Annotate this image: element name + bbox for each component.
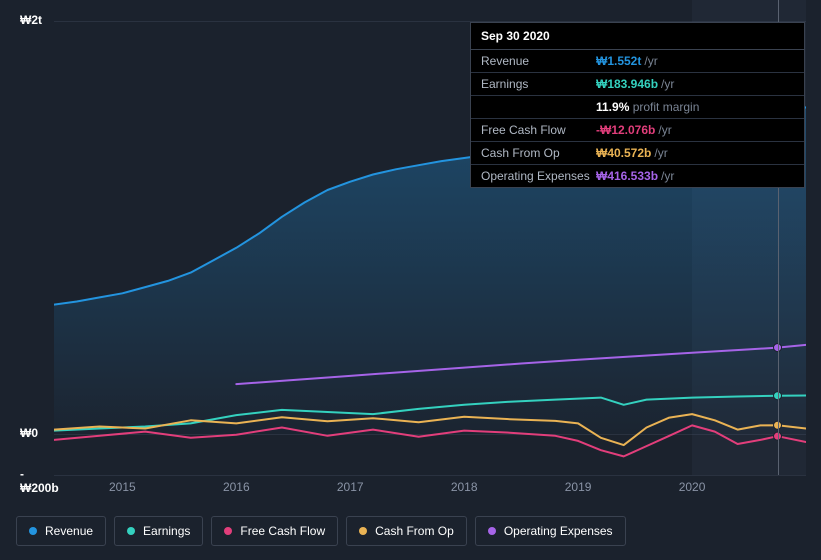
x-axis-label: 2019 <box>565 480 592 494</box>
tooltip-row-unit: /yr <box>654 146 667 160</box>
tooltip-row-value: ₩183.946b <box>596 77 658 91</box>
legend-item-label: Operating Expenses <box>504 524 613 538</box>
legend-item-label: Earnings <box>143 524 190 538</box>
legend: Revenue Earnings Free Cash Flow Cash From O… <box>16 516 626 546</box>
y-axis-label: ₩2t <box>16 13 52 27</box>
tooltip: Sep 30 2020 Revenue₩1.552t/yrEarnings₩18… <box>470 22 805 188</box>
tooltip-row-unit: /yr <box>644 54 657 68</box>
legend-item-label: Cash From Op <box>375 524 454 538</box>
legend-item-operating_expenses[interactable]: Operating Expenses <box>475 516 626 546</box>
tooltip-row-value: ₩416.533b <box>596 169 658 183</box>
tooltip-row-label: Cash From Op <box>481 146 596 160</box>
tooltip-row: Operating Expenses₩416.533b/yr <box>471 165 804 187</box>
legend-dot-icon <box>359 527 367 535</box>
gridline <box>54 475 806 476</box>
legend-item-earnings[interactable]: Earnings <box>114 516 203 546</box>
legend-dot-icon <box>224 527 232 535</box>
legend-item-revenue[interactable]: Revenue <box>16 516 106 546</box>
legend-dot-icon <box>488 527 496 535</box>
tooltip-profit-margin: 11.9% profit margin <box>596 100 699 114</box>
x-axis-label: 2017 <box>337 480 364 494</box>
legend-item-label: Revenue <box>45 524 93 538</box>
legend-item-cash_from_op[interactable]: Cash From Op <box>346 516 467 546</box>
x-axis-label: 2020 <box>679 480 706 494</box>
y-axis-label: -₩200b <box>16 467 52 495</box>
tooltip-row-label: Free Cash Flow <box>481 123 596 137</box>
x-axis-label: 2016 <box>223 480 250 494</box>
legend-item-label: Free Cash Flow <box>240 524 325 538</box>
x-axis-label: 2018 <box>451 480 478 494</box>
tooltip-row-label: Operating Expenses <box>481 169 596 183</box>
legend-item-free_cash_flow[interactable]: Free Cash Flow <box>211 516 338 546</box>
x-axis-label: 2015 <box>109 480 136 494</box>
tooltip-row-value: ₩40.572b <box>596 146 651 160</box>
tooltip-row-unit: /yr <box>661 77 674 91</box>
tooltip-row-label: Earnings <box>481 77 596 91</box>
tooltip-row: Free Cash Flow-₩12.076b/yr <box>471 119 804 142</box>
tooltip-row: Revenue₩1.552t/yr <box>471 50 804 73</box>
legend-dot-icon <box>29 527 37 535</box>
tooltip-row: Earnings₩183.946b/yr <box>471 73 804 96</box>
tooltip-row-label: Revenue <box>481 54 596 68</box>
tooltip-subrow: 11.9% profit margin <box>471 96 804 119</box>
tooltip-row-value: -₩12.076b <box>596 123 655 137</box>
y-axis-label: ₩0 <box>16 426 52 440</box>
tooltip-row-unit: /yr <box>658 123 671 137</box>
tooltip-row: Cash From Op₩40.572b/yr <box>471 142 804 165</box>
legend-dot-icon <box>127 527 135 535</box>
tooltip-date: Sep 30 2020 <box>471 23 804 50</box>
tooltip-row-value: ₩1.552t <box>596 54 641 68</box>
tooltip-row-unit: /yr <box>661 169 674 183</box>
